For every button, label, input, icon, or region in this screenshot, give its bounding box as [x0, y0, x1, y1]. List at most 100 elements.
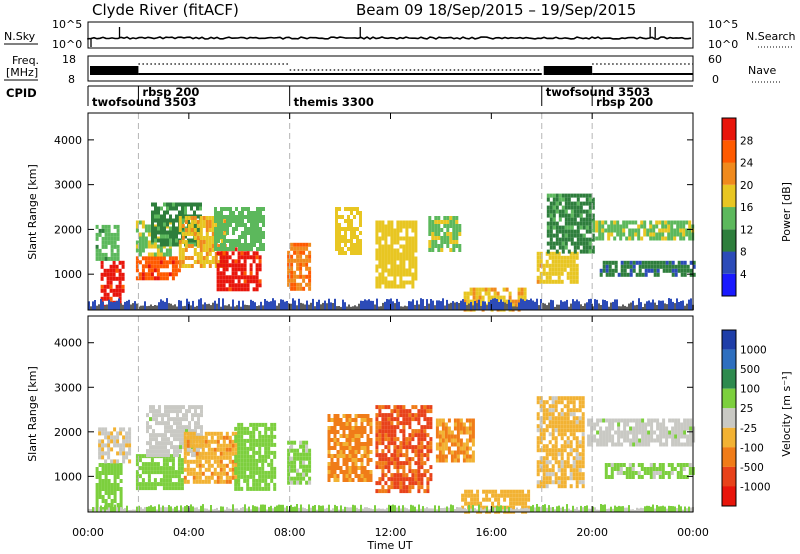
freq-alternating-block [90, 66, 139, 75]
nsearch-tick-top: 10^5 [708, 18, 738, 31]
xtick-label: 00:00 [72, 526, 104, 539]
power-patch [546, 193, 595, 254]
xtick-label: 16:00 [475, 526, 507, 539]
velocity-patch [327, 414, 373, 482]
nsky-trace [87, 27, 692, 47]
velocity-patch [536, 396, 585, 489]
power-colorbar-tick: 20 [740, 180, 753, 192]
power-patch [536, 251, 579, 284]
velocity-patch [98, 427, 132, 464]
power-ylabel: Slant Range [km] [26, 164, 39, 260]
cpid-program-label: rbsp 200 [142, 85, 199, 99]
freq-alternating-block [543, 66, 593, 75]
velocity-colorbar-swatch [722, 447, 736, 467]
power-colorbar-tick: 8 [740, 247, 747, 259]
power-patch [375, 220, 418, 289]
power-patch [599, 260, 696, 277]
velocity-colorbar-swatch [722, 388, 736, 409]
velocity-near-range-echoes [88, 504, 694, 512]
velocity-colorbar-swatch [722, 466, 736, 487]
nave-label: Nave [748, 64, 776, 77]
velocity-ytick-label: 2000 [54, 426, 82, 439]
velocity-patch [234, 422, 277, 491]
velocity-colorbar-swatch [722, 330, 736, 350]
velocity-ytick-label: 4000 [54, 337, 82, 350]
power-ytick-label: 4000 [54, 134, 82, 147]
power-colorbar-tick: 24 [740, 158, 754, 170]
cpid-label: CPID [6, 86, 37, 100]
velocity-colorbar-tick: -100 [740, 442, 764, 454]
cpid-program-label: twofsound 3503 [546, 85, 650, 99]
nsky-label: N.Sky [4, 30, 36, 43]
power-ytick-label: 3000 [54, 179, 82, 192]
freq-frame [87, 55, 694, 82]
chart-subtitle: Beam 09 18/Sep/2015 – 19/Sep/2015 [356, 1, 636, 19]
power-colorbar-tick: 16 [740, 202, 754, 214]
nsky-tick-top: 10^5 [52, 18, 82, 31]
nsearch-tick-bottom: 10^0 [708, 38, 738, 51]
velocity-colorbar-tick: 1000 [740, 345, 767, 357]
power-colorbar-swatch [722, 207, 736, 230]
velocity-patch [604, 463, 695, 479]
power-program-boundaries [137, 113, 593, 310]
xtick-label: 00:00 [677, 526, 709, 539]
velocity-colorbar-swatch [722, 486, 736, 506]
power-colorbar-swatch [722, 184, 736, 208]
cpid-program-label: themis 3300 [294, 95, 374, 109]
velocity-colorbar-tick: 100 [740, 384, 760, 396]
nave-tick-top: 60 [708, 53, 722, 66]
freq-tick-top: 18 [62, 53, 76, 66]
power-colorbar-swatch [722, 229, 736, 252]
chart-title: Clyde River (fitACF) [92, 1, 239, 19]
velocity-program-boundaries [137, 316, 593, 512]
nave-tick-bottom: 0 [712, 73, 719, 86]
velocity-patch [375, 405, 433, 494]
power-colorbar: 4 8 12 16 20 24 28 [721, 117, 754, 297]
velocity-colorbar-tick: -1000 [740, 481, 771, 493]
velocity-patch [435, 418, 475, 463]
nsky-line [87, 36, 692, 40]
freq-label-line1: Freq. [12, 54, 39, 67]
velocity-colorbar-swatch [722, 427, 736, 448]
velocity-colorbar-swatch [722, 349, 736, 370]
power-colorbar-tick: 12 [740, 224, 753, 236]
cpid-program-label: rbsp 200 [596, 95, 653, 109]
power-colorbar-label: Power [dB] [780, 182, 793, 242]
nsky-strip: N.Sky 10^5 10^0 10^5 10^0 N.Search [4, 18, 796, 51]
velocity-ytick-label: 3000 [54, 381, 82, 394]
velocity-patch [287, 440, 312, 485]
power-patch [135, 256, 181, 281]
velocity-colorbar-tick: -500 [740, 462, 764, 474]
freq-trace [90, 63, 693, 75]
velocity-ylabel: Slant Range [km] [26, 366, 39, 462]
power-colorbar-swatch [722, 118, 736, 141]
cpid-program-label: twofsound 3503 [92, 95, 196, 109]
power-patch [335, 207, 362, 255]
velocity-colorbar-tick: 500 [740, 364, 760, 376]
velocity-patch [135, 454, 184, 491]
velocity-colorbar-swatch [722, 408, 736, 428]
power-ytick-label: 1000 [54, 268, 82, 281]
freq-strip: Freq. [MHz] 18 8 60 0 Nave [4, 53, 782, 86]
power-patch [428, 216, 462, 252]
power-colorbar-tick: 28 [740, 135, 753, 147]
nsearch-label: N.Search [746, 30, 796, 43]
velocity-ytick-label: 1000 [54, 470, 82, 483]
velocity-colorbar-swatch [722, 369, 736, 389]
power-panel: 1000 2000 3000 4000 Slant Range [km] 4 8 12 16… [26, 112, 793, 312]
xaxis-label: Time UT [366, 539, 412, 552]
power-heatmap [88, 193, 696, 312]
velocity-colorbar-label: Velocity [m s⁻¹] [780, 371, 793, 456]
power-patch [216, 247, 262, 292]
freq-tick-bottom: 8 [68, 73, 75, 86]
freq-label-line2: [MHz] [6, 66, 38, 79]
time-axis: 00:00 04:00 08:00 12:00 16:00 20:00 00:00 [72, 113, 709, 539]
power-patch [214, 207, 265, 251]
velocity-colorbar: 1000 500 100 25 -25 -100 -500 -1000 [721, 329, 771, 507]
power-colorbar-swatch [722, 140, 736, 163]
velocity-panel: 1000 2000 3000 4000 Slant Range [km] 1000 50… [26, 315, 793, 514]
velocity-colorbar-tick: 25 [740, 403, 753, 415]
